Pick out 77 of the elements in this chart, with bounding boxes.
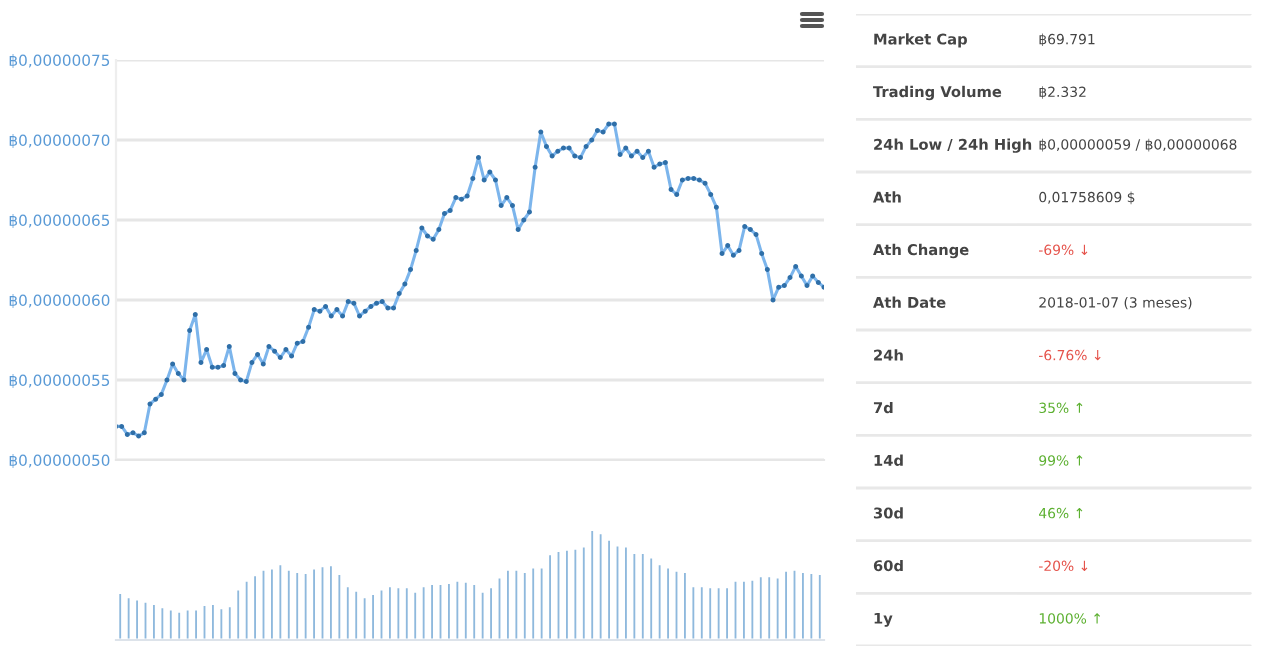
bar <box>124 595 133 640</box>
bar <box>807 571 816 640</box>
bar <box>529 565 537 640</box>
bar <box>453 578 462 640</box>
bar <box>613 543 622 640</box>
bar <box>748 577 757 640</box>
bar <box>622 544 630 640</box>
bar <box>664 565 672 640</box>
bar <box>403 585 411 640</box>
bar <box>647 555 655 640</box>
bar <box>268 566 276 640</box>
bar <box>504 567 512 640</box>
bar <box>462 580 470 640</box>
bar <box>377 587 386 640</box>
bar <box>681 570 689 640</box>
bar <box>310 566 318 640</box>
bar <box>630 551 639 640</box>
bar <box>158 605 167 640</box>
bar <box>714 585 723 640</box>
bar <box>133 597 141 640</box>
bar <box>259 567 268 640</box>
bar <box>141 599 150 640</box>
bar <box>369 592 377 640</box>
bar <box>672 569 681 640</box>
bar <box>588 528 596 640</box>
bar <box>495 575 504 640</box>
bar <box>293 570 301 640</box>
bar <box>731 578 740 640</box>
bar <box>799 570 807 640</box>
bar <box>765 574 773 640</box>
bar <box>757 574 765 640</box>
bar <box>285 567 293 640</box>
bar <box>251 573 259 640</box>
bar <box>478 590 487 640</box>
bar <box>546 552 554 640</box>
bar <box>411 590 419 640</box>
bar <box>116 591 124 640</box>
bar <box>773 575 782 640</box>
bar <box>596 531 605 640</box>
bar <box>386 584 394 640</box>
bar <box>301 571 310 640</box>
bar <box>150 602 158 640</box>
bar <box>352 588 360 640</box>
bar <box>276 562 285 640</box>
bar <box>605 538 613 640</box>
bar <box>183 607 192 640</box>
bar <box>327 563 335 640</box>
bar <box>394 585 403 640</box>
bar <box>554 549 563 640</box>
bar <box>200 603 209 640</box>
bar <box>571 546 580 640</box>
bar <box>217 606 226 640</box>
bar <box>242 578 251 640</box>
bar <box>318 564 327 640</box>
bar <box>563 548 571 640</box>
bar <box>234 587 242 640</box>
bar <box>209 602 217 640</box>
bar <box>816 572 824 640</box>
bar <box>175 609 183 640</box>
bar <box>436 582 445 640</box>
bar <box>360 595 369 640</box>
bar <box>512 567 521 640</box>
bar <box>167 607 175 640</box>
bar <box>428 582 436 640</box>
bar <box>419 584 428 640</box>
bar <box>445 581 453 640</box>
bar <box>782 569 790 640</box>
bar <box>521 570 529 640</box>
bar <box>639 551 647 640</box>
bar <box>698 584 706 640</box>
bar <box>706 585 714 640</box>
bar <box>790 567 799 640</box>
bar <box>655 562 664 640</box>
bar <box>723 585 731 640</box>
bar <box>740 578 748 640</box>
bar <box>192 607 200 640</box>
bar <box>470 582 478 640</box>
